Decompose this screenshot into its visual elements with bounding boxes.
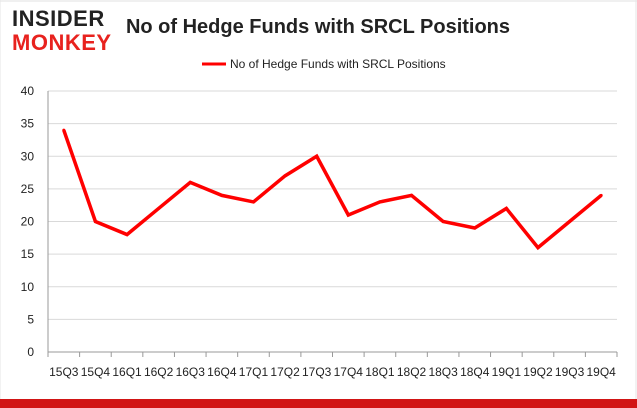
data-point [568, 220, 572, 223]
y-tick-label: 35 [21, 117, 35, 131]
data-point [220, 193, 224, 197]
data-point [378, 200, 382, 204]
legend: No of Hedge Funds with SRCL Positions [202, 57, 446, 71]
data-point [346, 213, 350, 217]
data-point [93, 220, 97, 223]
x-tick-label: 19Q3 [555, 365, 585, 379]
y-tick-label: 25 [21, 182, 35, 196]
series-layer [62, 128, 603, 251]
x-tick-label: 17Q4 [334, 365, 364, 379]
x-tick-label: 17Q3 [302, 365, 332, 379]
data-point [536, 246, 540, 250]
data-point [410, 193, 414, 197]
y-tick-label: 15 [21, 247, 35, 261]
logo-line1: INSIDER [12, 6, 105, 31]
x-tick-label: 16Q3 [176, 365, 206, 379]
logo-line2: MONKEY [12, 30, 112, 55]
data-point [251, 200, 255, 204]
data-point [62, 128, 66, 132]
frame-bottom-bar [0, 399, 637, 408]
x-tick-label: 17Q2 [270, 365, 300, 379]
x-tick-label: 15Q3 [49, 365, 79, 379]
y-tick-label: 30 [21, 149, 35, 163]
y-tick-label: 5 [27, 312, 34, 326]
x-tick-label: 17Q1 [239, 365, 269, 379]
x-tick-label: 18Q2 [397, 365, 427, 379]
y-tick-label: 0 [27, 345, 34, 359]
data-point [504, 206, 508, 210]
x-tick-label: 19Q1 [492, 365, 522, 379]
axis-layer: 0 5 10 15 20 25 30 35 40 15Q3 15Q4 16Q1 16Q2 16Q3 16Q4… [21, 84, 618, 379]
x-tick-label: 16Q4 [207, 365, 237, 379]
chart-title: No of Hedge Funds with SRCL Positions [126, 16, 510, 38]
data-point [599, 193, 603, 197]
x-tick-label: 18Q1 [365, 365, 395, 379]
x-tick-label: 18Q3 [428, 365, 458, 379]
grid-layer [48, 90, 617, 353]
y-tick-label: 40 [21, 84, 35, 98]
data-point [473, 226, 477, 230]
x-tick-label: 19Q4 [587, 365, 617, 379]
insider-monkey-logo: INSIDER MONKEY [12, 6, 112, 55]
y-tick-label: 20 [21, 215, 35, 229]
series-line [62, 129, 603, 251]
data-point [441, 220, 445, 223]
x-tick-label: 15Q4 [81, 365, 111, 379]
data-point [125, 233, 129, 237]
data-point [283, 174, 287, 178]
x-tick-label: 18Q4 [460, 365, 490, 379]
data-point [157, 206, 161, 210]
data-point [188, 180, 192, 184]
x-tick-label: 16Q1 [112, 365, 142, 379]
y-tick-label: 10 [21, 280, 35, 294]
x-tick-label: 16Q2 [144, 365, 174, 379]
legend-label: No of Hedge Funds with SRCL Positions [230, 57, 446, 71]
x-tick-label: 19Q2 [523, 365, 553, 379]
data-point [315, 154, 319, 158]
